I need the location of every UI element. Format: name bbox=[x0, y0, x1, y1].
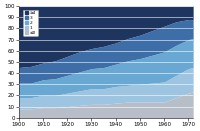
Legend: ≥4, 3, 2, 1, ≤0: ≥4, 3, 2, 1, ≤0 bbox=[23, 10, 38, 36]
